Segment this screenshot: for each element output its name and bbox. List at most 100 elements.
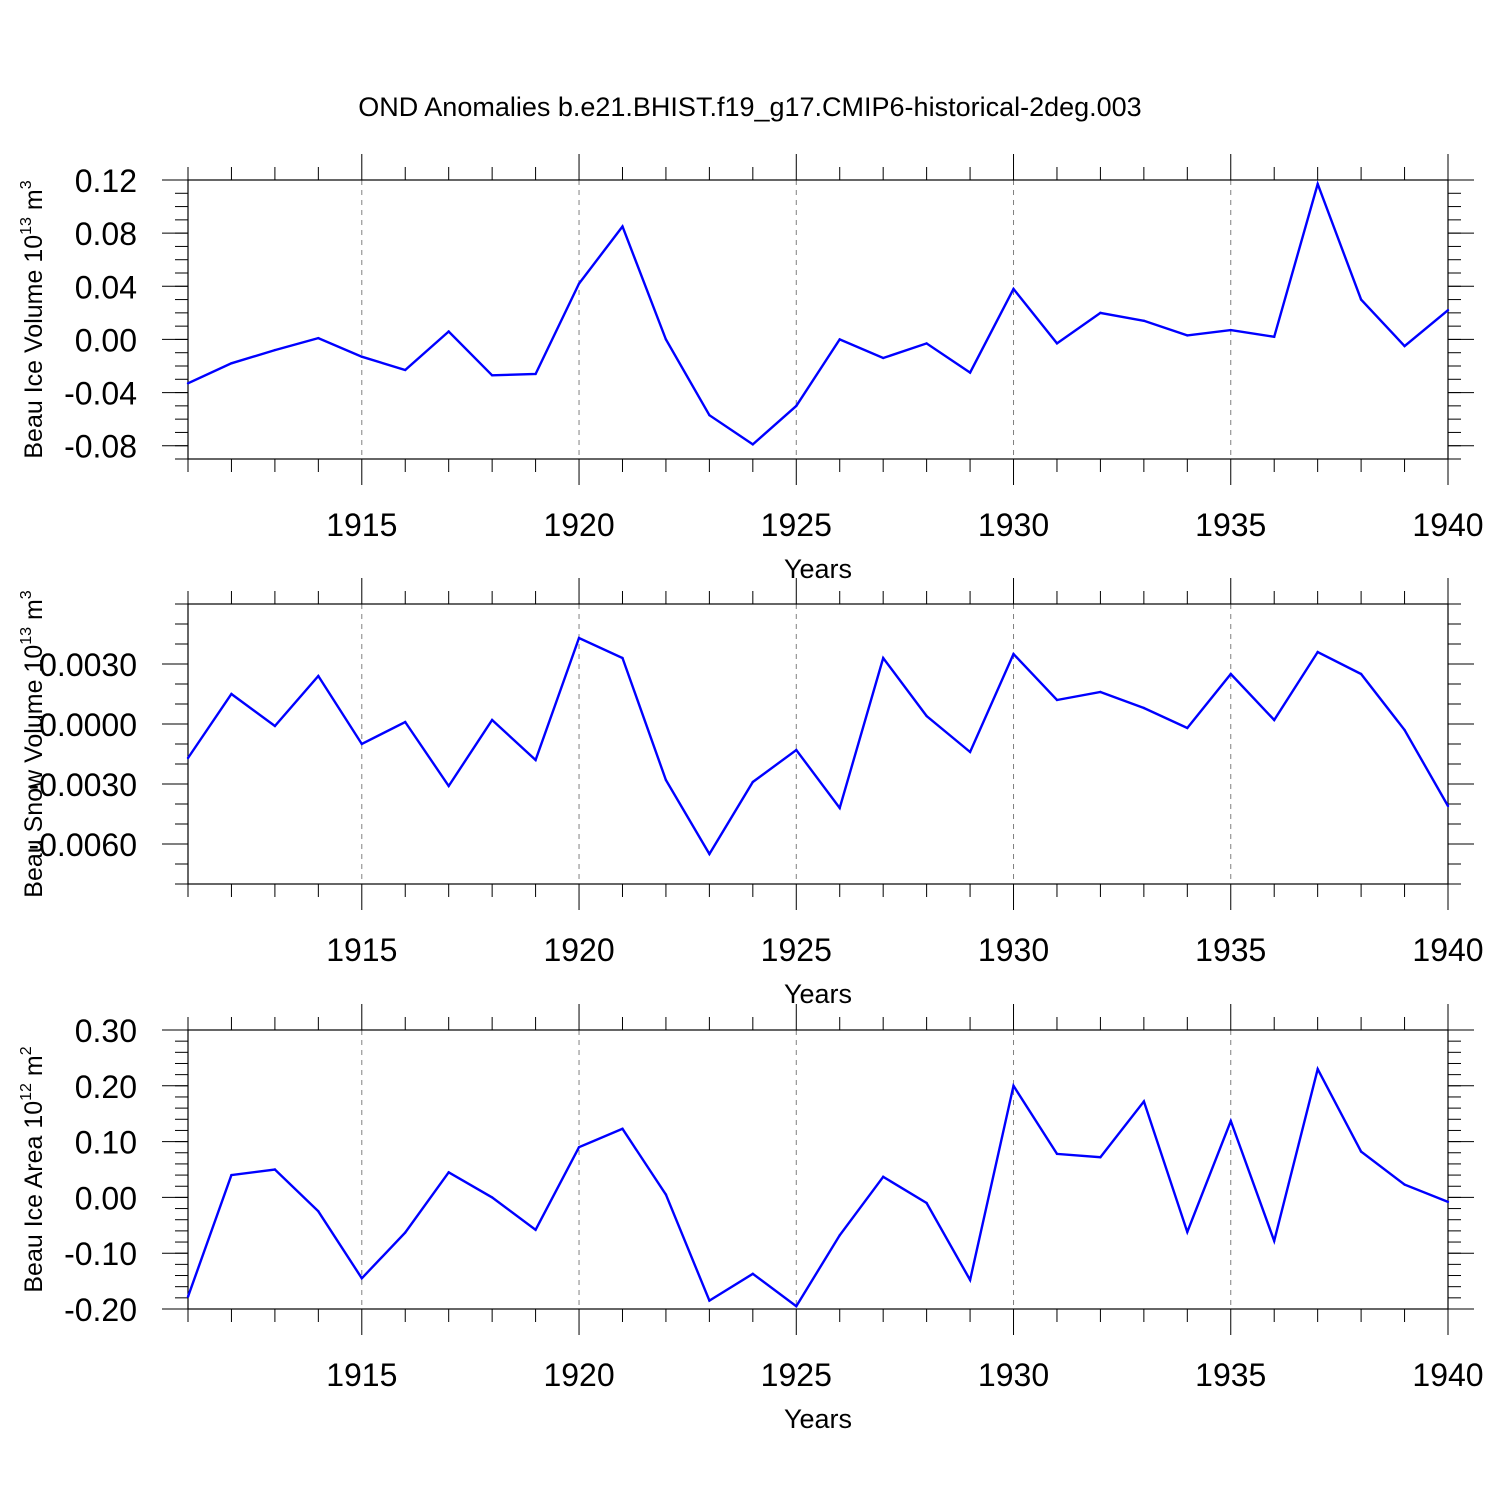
panel-ice-area: -0.20 -0.10 0.00 0.10 0.20 0.30 1915 1920 1925 19… bbox=[18, 1004, 1484, 1434]
x-tick-label: 1940 bbox=[1412, 507, 1483, 543]
data-point bbox=[881, 1175, 885, 1178]
data-point bbox=[1012, 652, 1015, 656]
data-point bbox=[1446, 804, 1450, 808]
data-point bbox=[664, 1193, 668, 1196]
x-axis-label: Years bbox=[784, 1404, 852, 1434]
data-point bbox=[708, 1299, 711, 1302]
data-point bbox=[230, 692, 233, 696]
data-point bbox=[1359, 672, 1363, 676]
data-point bbox=[881, 356, 885, 360]
data-point bbox=[1012, 1084, 1015, 1088]
panel-snow-volume: -0.0060 -0.0030 0.0000 0.0030 1915 1920 1925 19… bbox=[18, 578, 1484, 1009]
data-point bbox=[795, 1305, 798, 1308]
y-tick-label: -0.20 bbox=[64, 1292, 137, 1328]
data-point bbox=[186, 756, 190, 760]
data-point bbox=[838, 1234, 841, 1237]
data-point bbox=[1055, 342, 1059, 345]
panels-group: -0.08 -0.04 0.00 0.04 0.08 0.12 1915 1920 1925 19… bbox=[18, 154, 1484, 1434]
data-point bbox=[1403, 1183, 1406, 1186]
data-point bbox=[664, 778, 668, 782]
y-tick-label: 0.08 bbox=[75, 216, 137, 252]
plot-frame bbox=[187, 1029, 1449, 1310]
data-point bbox=[1229, 328, 1232, 332]
series-line bbox=[187, 180, 1449, 446]
data-point bbox=[230, 362, 233, 365]
data-point bbox=[447, 784, 450, 788]
data-point bbox=[404, 1231, 407, 1234]
data-point bbox=[317, 336, 320, 340]
data-point bbox=[273, 348, 277, 352]
data-point bbox=[1055, 1152, 1059, 1156]
data-point bbox=[751, 443, 755, 446]
data-point bbox=[1273, 335, 1276, 338]
y-tick-label: 0.0000 bbox=[39, 707, 137, 743]
data-point bbox=[925, 342, 928, 345]
data-point bbox=[1099, 690, 1102, 694]
data-point bbox=[360, 742, 363, 746]
data-point bbox=[1316, 1067, 1319, 1071]
x-tick-label: 1920 bbox=[543, 1357, 614, 1393]
x-axis-label: Years bbox=[784, 979, 852, 1009]
data-point bbox=[1142, 319, 1146, 323]
data-point bbox=[534, 372, 537, 376]
x-tick-label: 1920 bbox=[543, 507, 614, 543]
chart-title: OND Anomalies b.e21.BHIST.f19_g17.CMIP6-… bbox=[358, 92, 1141, 122]
y-tick-label: 0.0030 bbox=[39, 647, 137, 683]
data-point bbox=[360, 1277, 363, 1280]
data-point bbox=[534, 758, 537, 762]
data-point bbox=[404, 720, 407, 724]
data-point bbox=[751, 780, 755, 784]
data-point bbox=[317, 674, 320, 678]
data-point bbox=[1099, 311, 1102, 315]
data-point bbox=[1055, 698, 1059, 702]
y-tick-label: 0.10 bbox=[75, 1125, 137, 1161]
data-point bbox=[186, 382, 190, 385]
y-axis-label: Beau Ice Volume 1013 m3 bbox=[18, 180, 48, 458]
data-point bbox=[708, 852, 711, 856]
y-axis-label: Beau Ice Area 1012 m2 bbox=[18, 1046, 48, 1292]
data-point bbox=[1446, 1200, 1450, 1204]
data-point bbox=[447, 330, 450, 333]
plot-frame bbox=[187, 179, 1449, 460]
data-point bbox=[317, 1210, 320, 1213]
data-point bbox=[838, 338, 841, 341]
y-tick-label: -0.04 bbox=[64, 376, 137, 412]
data-point bbox=[1359, 1150, 1363, 1153]
data-point bbox=[795, 748, 798, 752]
data-point bbox=[577, 636, 581, 640]
x-tick-label: 1915 bbox=[326, 1357, 397, 1393]
y-tick-label: 0.12 bbox=[75, 163, 137, 199]
data-point bbox=[838, 806, 841, 810]
y-axis-label: Beau Snow Volume 1013 m3 bbox=[18, 590, 48, 898]
x-tick-label: 1930 bbox=[978, 1357, 1049, 1393]
data-point bbox=[534, 1228, 537, 1231]
x-tick-label: 1925 bbox=[761, 932, 832, 968]
data-point bbox=[968, 1278, 972, 1282]
data-point bbox=[1316, 182, 1319, 186]
y-tick-label: -0.08 bbox=[64, 429, 137, 465]
data-point bbox=[230, 1173, 233, 1177]
data-point bbox=[273, 1168, 277, 1171]
x-tick-label: 1935 bbox=[1195, 1357, 1266, 1393]
x-tick-label: 1930 bbox=[978, 507, 1049, 543]
data-point bbox=[1186, 334, 1189, 337]
x-tick-label: 1925 bbox=[761, 507, 832, 543]
data-point bbox=[186, 1295, 190, 1298]
data-point bbox=[795, 404, 798, 408]
y-tick-label: 0.00 bbox=[75, 1180, 137, 1216]
data-point bbox=[621, 656, 624, 660]
data-point bbox=[490, 1196, 494, 1199]
x-tick-label: 1940 bbox=[1412, 1357, 1483, 1393]
data-point bbox=[1273, 1239, 1276, 1243]
data-point bbox=[1229, 1119, 1232, 1123]
y-tick-label: 0.00 bbox=[75, 322, 137, 358]
data-point bbox=[751, 1272, 755, 1276]
data-point bbox=[1273, 718, 1276, 722]
data-point bbox=[490, 374, 494, 377]
data-point bbox=[621, 225, 624, 228]
data-point bbox=[1316, 650, 1319, 654]
x-tick-label: 1920 bbox=[543, 932, 614, 968]
data-point bbox=[1186, 726, 1189, 730]
data-point bbox=[404, 368, 407, 372]
